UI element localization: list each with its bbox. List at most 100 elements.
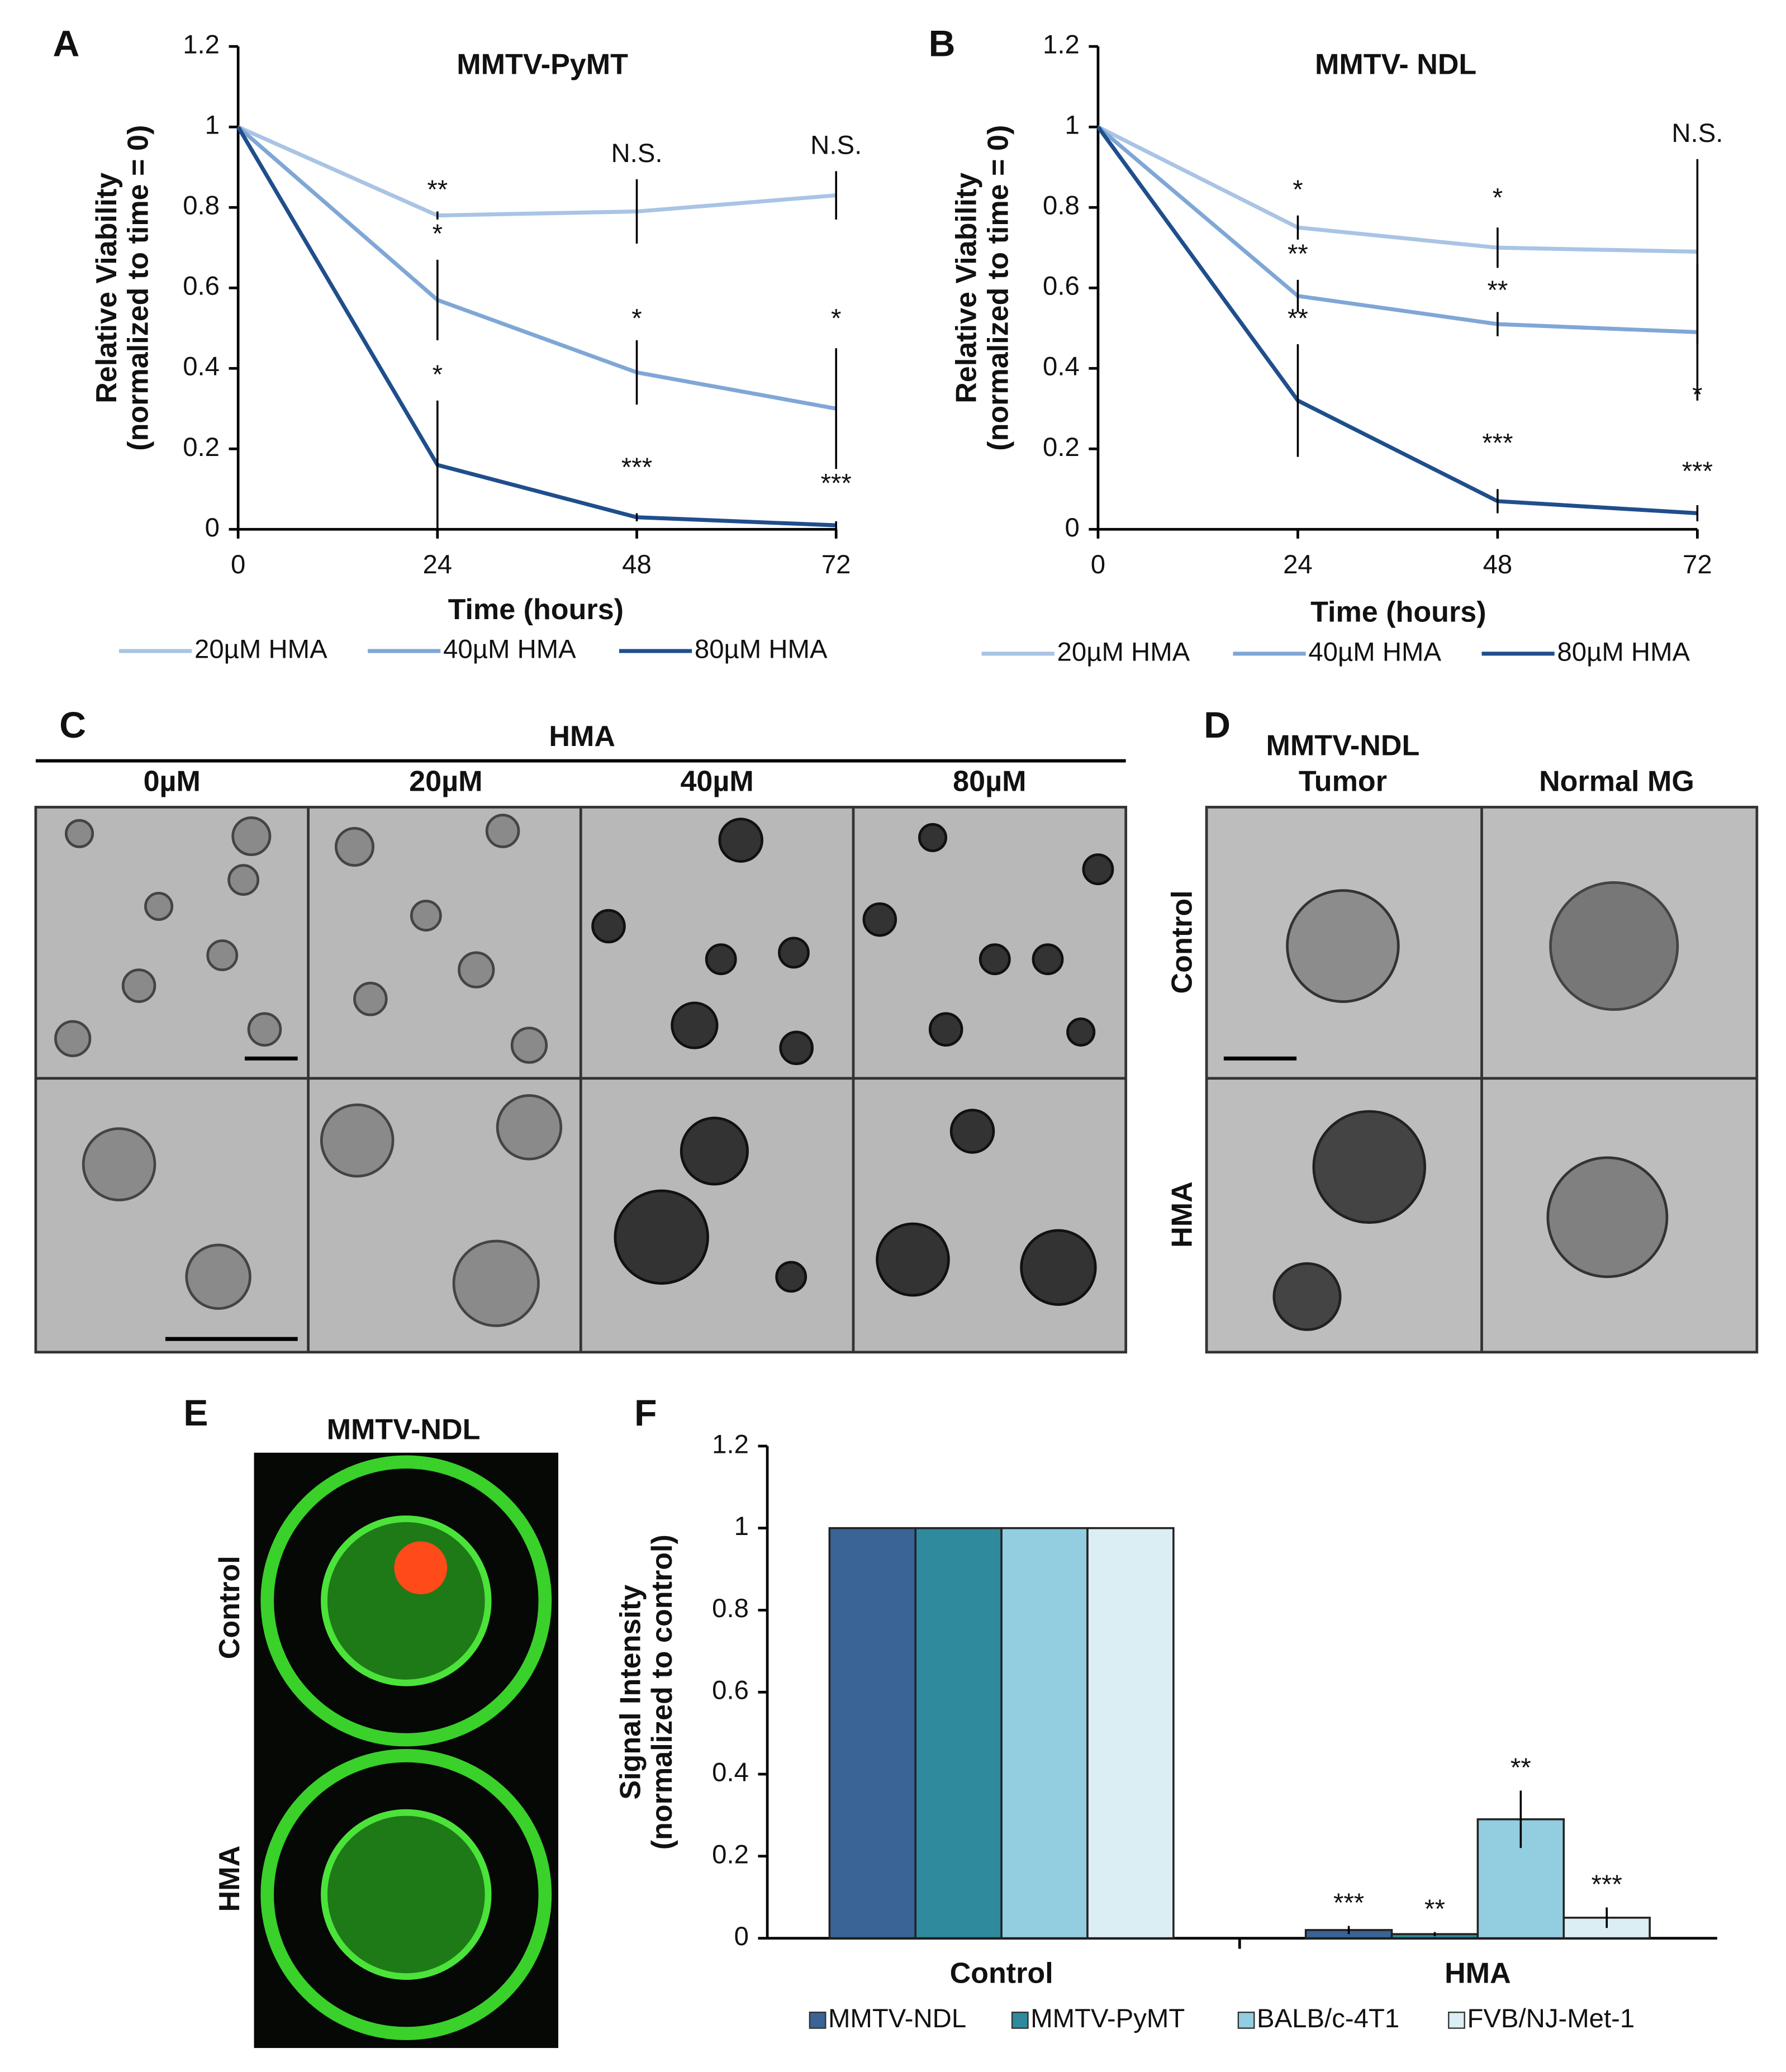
bar	[1000, 1527, 1089, 1940]
panel-letter: B	[929, 23, 956, 65]
x-tick-label: HMA	[1445, 1957, 1511, 1990]
legend-label: 40µM HMA	[1308, 637, 1441, 667]
column-label: 80µM	[953, 766, 1026, 798]
y-axis-label: (normalized to time = 0)	[122, 125, 155, 451]
line	[236, 125, 837, 411]
y-tick-label: 0.8	[712, 1594, 749, 1623]
chart-title: MMTV- NDL	[1315, 48, 1476, 80]
y-tick-label: 0.8	[1043, 191, 1080, 221]
legend-swatch	[1237, 2011, 1255, 2029]
panel-letter: D	[1204, 705, 1231, 746]
significance-label: ***	[1682, 457, 1713, 486]
y-tick-label: 0.4	[183, 352, 220, 382]
y-axis-label: (normalized to control)	[646, 1534, 678, 1850]
y-tick-label: 1	[205, 111, 220, 140]
legend-label: 80µM HMA	[1557, 637, 1690, 667]
significance-label: **	[1424, 1894, 1445, 1924]
y-axis-label: Signal Intensity	[614, 1585, 647, 1800]
x-tick-label: 24	[422, 550, 452, 579]
significance-label: **	[1510, 1753, 1531, 1783]
y-tick-label: 0.6	[712, 1676, 749, 1705]
x-tick-label: 48	[1483, 550, 1513, 579]
significance-label: ***	[1482, 429, 1513, 458]
significance-label: **	[427, 175, 448, 205]
y-tick-label: 0.2	[183, 433, 220, 462]
line	[1096, 126, 1698, 516]
significance-label: *	[831, 303, 841, 333]
line	[237, 125, 837, 218]
y-axis-label: Relative Viability	[91, 173, 123, 403]
y-tick-label: 0	[734, 1922, 749, 1951]
legend-label: 40µM HMA	[443, 635, 576, 664]
significance-label: *	[433, 360, 443, 389]
y-tick-label: 0.2	[712, 1840, 749, 1869]
significance-label: **	[1288, 239, 1308, 269]
x-axis-label: Time (hours)	[448, 593, 624, 626]
y-tick-label: 0.2	[1043, 433, 1080, 462]
panel-letter: E	[183, 1393, 208, 1434]
legend-label: 80µM HMA	[695, 635, 828, 664]
x-tick-label: 0	[231, 550, 245, 579]
panel-d-images	[1205, 806, 1759, 1354]
significance-label: *	[433, 219, 443, 249]
significance-label: **	[1487, 275, 1508, 305]
line	[1097, 125, 1698, 254]
significance-label: ***	[1333, 1888, 1364, 1918]
x-tick-label: 72	[1683, 550, 1712, 579]
bar	[914, 1527, 1003, 1940]
y-tick-label: 0	[205, 513, 220, 543]
legend-swatch	[809, 2011, 826, 2029]
significance-label: ***	[621, 453, 652, 482]
y-tick-label: 1	[734, 1512, 749, 1541]
significance-label: ***	[821, 469, 852, 498]
y-tick-label: 0.8	[183, 191, 220, 221]
significance-label: *	[1692, 380, 1702, 410]
column-label: 40µM	[680, 766, 753, 798]
significance-label: **	[1288, 303, 1308, 333]
legend-label: 20µM HMA	[1057, 637, 1190, 667]
legend-swatch	[1448, 2011, 1465, 2029]
y-tick-label: 1	[1065, 111, 1079, 140]
panel-letter: F	[634, 1393, 657, 1434]
legend-label: FVB/NJ-Met-1	[1467, 2004, 1635, 2033]
line	[1096, 125, 1698, 334]
y-axis-label: Relative Viability	[951, 173, 983, 403]
panel-letter: A	[53, 23, 79, 65]
x-tick-label: 24	[1283, 550, 1313, 579]
y-tick-label: 0.6	[183, 272, 220, 301]
column-label: Normal MG	[1539, 766, 1694, 798]
bar	[1086, 1527, 1175, 1940]
significance-label: N.S.	[1671, 118, 1723, 148]
row-label: Control	[213, 1556, 246, 1659]
y-tick-label: 1.2	[712, 1429, 749, 1459]
y-tick-label: 0.6	[1043, 272, 1080, 301]
column-label: 20µM	[409, 766, 482, 798]
panel-title: MMTV-NDL	[327, 1414, 481, 1446]
column-label: Tumor	[1299, 766, 1387, 798]
legend-label: BALB/c-4T1	[1257, 2004, 1399, 2033]
x-tick-label: 0	[1091, 550, 1105, 579]
column-label: 0µM	[144, 766, 201, 798]
panel-letter: C	[59, 705, 86, 746]
column-label: MMTV-NDL	[1266, 730, 1420, 762]
significance-label: ***	[1592, 1870, 1622, 1899]
y-tick-label: 0	[1065, 513, 1079, 543]
row-label: HMA	[1166, 1181, 1199, 1248]
line	[236, 126, 837, 527]
legend-label: MMTV-PyMT	[1030, 2004, 1185, 2033]
y-tick-label: 1.2	[1043, 30, 1080, 60]
chart-title: MMTV-PyMT	[457, 48, 628, 80]
x-tick-label: 72	[821, 550, 851, 579]
x-tick-label: 48	[622, 550, 652, 579]
x-tick-label: Control	[950, 1957, 1053, 1990]
legend-label: 20µM HMA	[194, 635, 327, 664]
y-axis-label: (normalized to time = 0)	[982, 125, 1015, 451]
legend-swatch	[1011, 2011, 1029, 2029]
row-label: Control	[1166, 890, 1199, 994]
y-tick-label: 0.4	[712, 1758, 749, 1788]
significance-label: *	[631, 303, 642, 333]
panel-c-images	[34, 806, 1128, 1354]
panel-e-image	[254, 1452, 559, 2049]
panel-header: HMA	[549, 720, 615, 753]
significance-label: N.S.	[810, 131, 862, 160]
